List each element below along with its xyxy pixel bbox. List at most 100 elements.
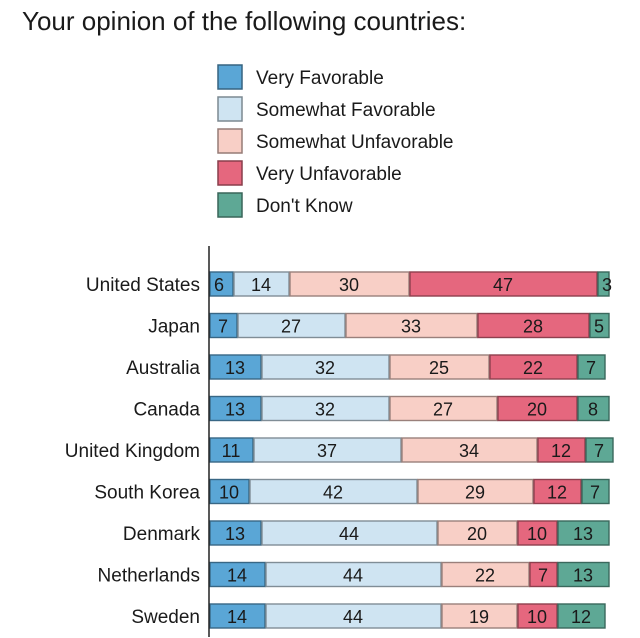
data-label-japan-somewhat-favorable: 27	[281, 317, 301, 337]
bar-canada-don-t-know	[577, 395, 610, 422]
data-label-canada-somewhat-unfavorable: 27	[433, 400, 453, 420]
bar-denmark-very-unfavorable	[517, 520, 558, 546]
bar-australia-very-favorable	[209, 354, 262, 380]
data-label-japan-don-t-know: 5	[594, 317, 604, 337]
bar-united-kingdom-very-unfavorable	[537, 437, 586, 463]
data-label-japan-somewhat-unfavorable: 33	[401, 317, 421, 337]
legend-swatch-very-unfavorable	[217, 160, 243, 186]
bar-united-kingdom-don-t-know	[585, 437, 614, 463]
data-label-united-states-don-t-know: 3	[602, 275, 612, 295]
bar-netherlands-don-t-know	[557, 561, 610, 588]
bar-japan-somewhat-favorable	[237, 312, 346, 339]
data-label-canada-somewhat-favorable: 32	[315, 400, 335, 420]
bar-united-states-somewhat-unfavorable	[289, 271, 410, 297]
data-label-japan-very-unfavorable: 28	[523, 317, 543, 337]
category-label-denmark: Denmark	[123, 524, 201, 545]
category-label-south-korea: South Korea	[94, 483, 200, 504]
category-label-canada: Canada	[133, 400, 200, 421]
data-label-netherlands-somewhat-unfavorable: 22	[475, 566, 495, 586]
data-label-canada-don-t-know: 8	[588, 400, 598, 420]
bar-australia-don-t-know	[577, 354, 606, 380]
data-label-netherlands-very-unfavorable: 7	[538, 566, 548, 586]
bar-united-states-very-unfavorable	[409, 271, 598, 297]
data-label-netherlands-don-t-know: 13	[573, 566, 593, 586]
legend-swatch-don-t-know	[217, 192, 243, 218]
bar-sweden-somewhat-unfavorable	[441, 603, 518, 629]
bar-sweden-very-favorable	[209, 603, 266, 629]
bar-sweden-don-t-know	[557, 603, 606, 629]
bar-united-states-very-favorable	[209, 271, 234, 297]
data-label-united-kingdom-somewhat-favorable: 37	[317, 441, 337, 461]
legend-label-somewhat-unfavorable: Somewhat Unfavorable	[256, 132, 454, 153]
bar-denmark-somewhat-favorable	[261, 520, 438, 546]
data-label-sweden-somewhat-unfavorable: 19	[469, 607, 489, 627]
bar-netherlands-very-favorable	[209, 561, 266, 588]
data-label-sweden-don-t-know: 12	[571, 607, 591, 627]
legend-label-don-t-know: Don't Know	[256, 196, 353, 217]
legend-swatch-somewhat-favorable	[217, 96, 243, 122]
data-label-south-korea-don-t-know: 7	[590, 483, 600, 503]
bar-united-kingdom-somewhat-favorable	[253, 437, 402, 463]
data-label-australia-somewhat-unfavorable: 25	[429, 358, 449, 378]
data-label-canada-very-unfavorable: 20	[527, 400, 547, 420]
bar-canada-somewhat-favorable	[261, 395, 390, 422]
bar-south-korea-very-favorable	[209, 478, 250, 505]
bar-australia-somewhat-unfavorable	[389, 354, 490, 380]
bar-denmark-somewhat-unfavorable	[437, 520, 518, 546]
bar-area: 6 14 30 47 37 27 33 28 513 32 25 22 713 32 27 20 811 37 34…	[209, 271, 614, 629]
bar-netherlands-somewhat-favorable	[265, 561, 442, 588]
data-label-south-korea-very-unfavorable: 12	[547, 483, 567, 503]
bar-united-kingdom-very-favorable	[209, 437, 254, 463]
bar-australia-somewhat-favorable	[261, 354, 390, 380]
data-label-sweden-very-favorable: 14	[227, 607, 247, 627]
data-label-south-korea-very-favorable: 10	[219, 483, 239, 503]
data-label-united-kingdom-very-unfavorable: 12	[551, 441, 571, 461]
bar-sweden-somewhat-favorable	[265, 603, 442, 629]
legend-swatch-very-favorable	[217, 64, 243, 90]
data-label-australia-very-unfavorable: 22	[523, 358, 543, 378]
data-label-united-states-very-unfavorable: 47	[493, 275, 513, 295]
category-label-netherlands: Netherlands	[98, 566, 200, 587]
data-label-united-kingdom-very-favorable: 11	[222, 441, 241, 461]
category-label-australia: Australia	[126, 358, 200, 379]
data-label-sweden-very-unfavorable: 10	[527, 607, 547, 627]
data-label-denmark-very-unfavorable: 10	[527, 524, 547, 544]
data-label-united-kingdom-don-t-know: 7	[594, 441, 604, 461]
bar-canada-very-unfavorable	[497, 395, 578, 422]
data-label-denmark-somewhat-favorable: 44	[339, 524, 359, 544]
bar-south-korea-somewhat-favorable	[249, 478, 418, 505]
bar-denmark-don-t-know	[557, 520, 610, 546]
bar-japan-very-favorable	[209, 312, 238, 339]
data-label-united-states-somewhat-favorable: 14	[251, 275, 271, 295]
bar-netherlands-somewhat-unfavorable	[441, 561, 530, 588]
bar-united-states-somewhat-favorable	[233, 271, 290, 297]
data-label-south-korea-somewhat-unfavorable: 29	[465, 483, 485, 503]
data-label-canada-very-favorable: 13	[225, 400, 245, 420]
data-label-netherlands-very-favorable: 14	[227, 566, 247, 586]
data-label-south-korea-somewhat-favorable: 42	[323, 483, 343, 503]
legend-label-somewhat-favorable: Somewhat Favorable	[256, 100, 436, 121]
data-label-united-states-very-favorable: 6	[214, 275, 224, 295]
bar-denmark-very-favorable	[209, 520, 262, 546]
bar-south-korea-somewhat-unfavorable	[417, 478, 534, 505]
legend-label-very-favorable: Very Favorable	[256, 68, 384, 89]
category-label-united-states: United States	[86, 275, 200, 296]
category-labels: United States Japan Australia Canada United …	[65, 275, 201, 628]
bar-canada-somewhat-unfavorable	[389, 395, 498, 422]
data-label-united-states-somewhat-unfavorable: 30	[339, 275, 359, 295]
bar-sweden-very-unfavorable	[517, 603, 558, 629]
data-label-australia-don-t-know: 7	[586, 358, 596, 378]
data-label-denmark-very-favorable: 13	[225, 524, 245, 544]
legend-label-very-unfavorable: Very Unfavorable	[256, 164, 402, 185]
data-label-denmark-somewhat-unfavorable: 20	[467, 524, 487, 544]
category-label-united-kingdom: United Kingdom	[65, 441, 200, 462]
data-label-netherlands-somewhat-favorable: 44	[343, 566, 363, 586]
bar-united-states-don-t-know	[597, 271, 610, 297]
chart-title: Your opinion of the following countries:	[22, 6, 466, 36]
bar-japan-don-t-know	[589, 312, 610, 339]
bar-south-korea-very-unfavorable	[533, 478, 582, 505]
data-label-denmark-don-t-know: 13	[573, 524, 593, 544]
data-label-australia-very-favorable: 13	[225, 358, 245, 378]
bar-netherlands-very-unfavorable	[529, 561, 558, 588]
